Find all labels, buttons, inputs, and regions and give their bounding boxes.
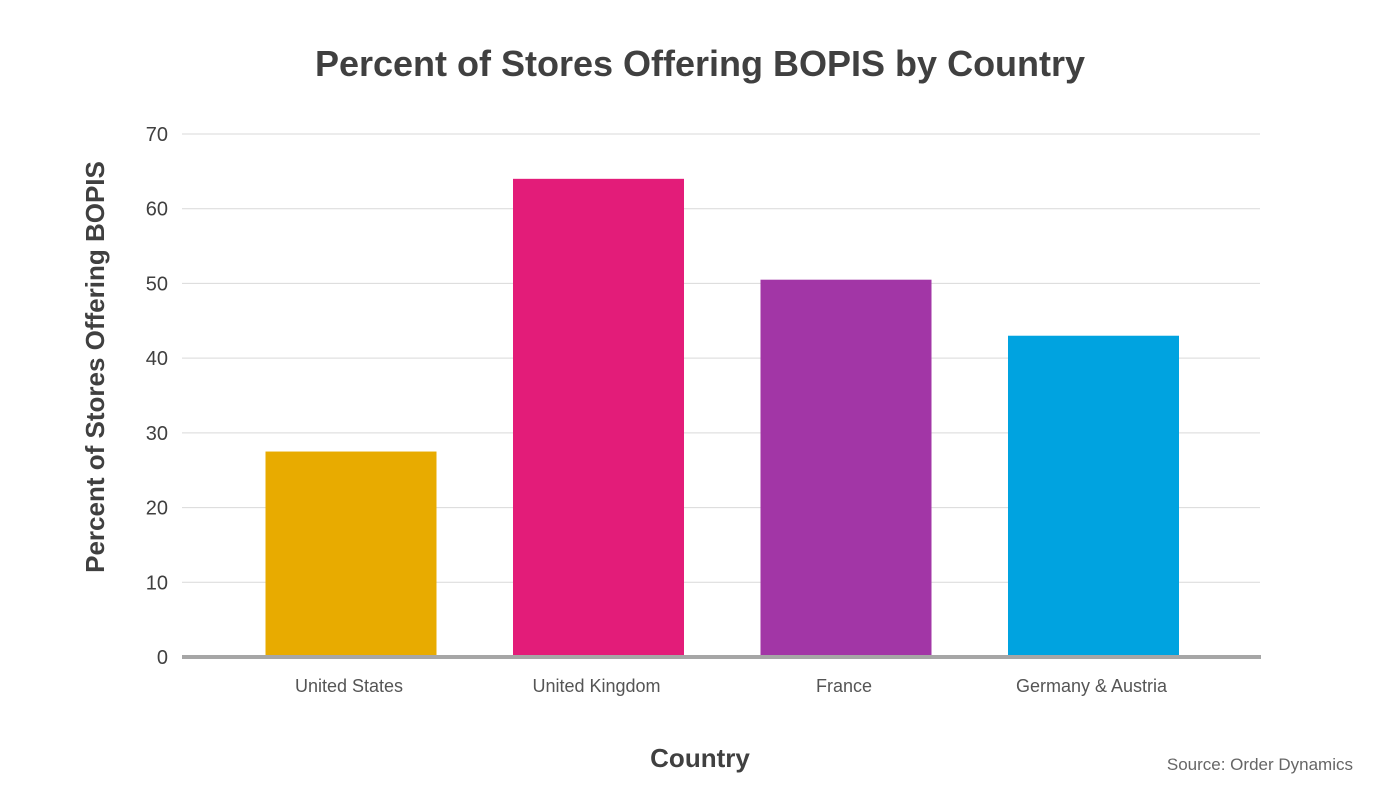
x-tick-label: United States <box>295 676 403 696</box>
y-tick-label: 20 <box>146 498 168 520</box>
y-tick-label: 70 <box>146 124 168 146</box>
bar-france <box>760 279 932 657</box>
y-tick-label: 50 <box>146 273 168 295</box>
y-tick-label: 0 <box>157 647 168 669</box>
x-tick-label: Germany & Austria <box>1016 676 1168 696</box>
y-tick-label: 40 <box>146 348 168 370</box>
chart-title: Percent of Stores Offering BOPIS by Coun… <box>315 43 1085 84</box>
source-note: Source: Order Dynamics <box>1167 755 1353 774</box>
x-tick-label: United Kingdom <box>532 676 660 696</box>
x-tick-label: France <box>816 676 872 696</box>
y-tick-label: 30 <box>146 423 168 445</box>
bar-united-states <box>265 451 437 657</box>
bars <box>265 178 1179 658</box>
y-tick-label: 60 <box>146 199 168 221</box>
y-tick-label: 10 <box>146 572 168 594</box>
bar-united-kingdom <box>513 178 684 658</box>
y-axis-ticks: 0 10 20 30 40 50 60 70 <box>146 124 168 669</box>
y-axis-title: Percent of Stores Offering BOPIS <box>80 161 110 573</box>
x-axis-ticks: United States United Kingdom France Germany… <box>295 676 1168 696</box>
x-axis-title: Country <box>650 743 750 773</box>
bar-germany-austria <box>1008 335 1179 657</box>
